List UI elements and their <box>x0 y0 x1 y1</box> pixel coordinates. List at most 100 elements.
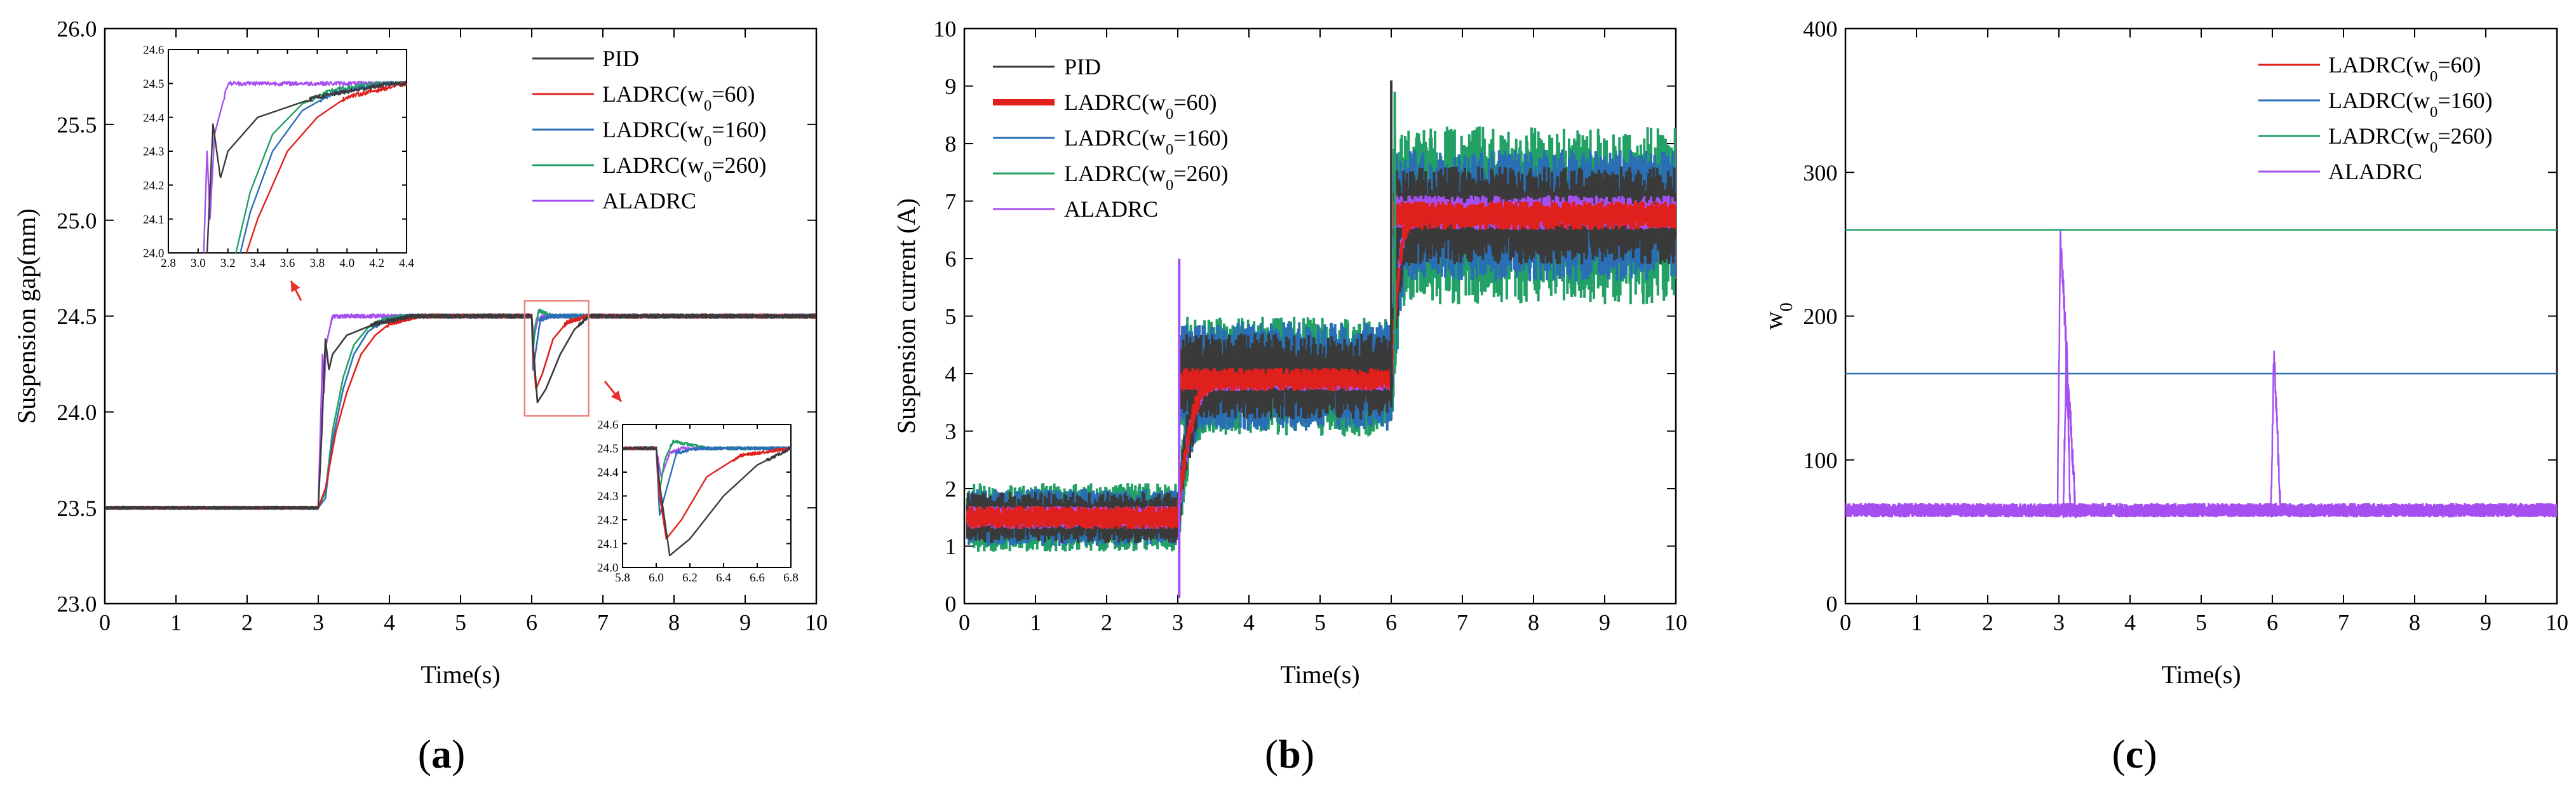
inset-upper-left: 2.8 3.0 3.2 3.4 3.6 3.8 4.0 4.2 4.4 24.0 24.1 24.2 2… <box>143 44 414 270</box>
x-tick-label: 3 <box>2053 609 2065 635</box>
x-tick-label: 2 <box>241 609 253 635</box>
aladrc-peak <box>2062 341 2072 519</box>
x-tick-label: 6 <box>1386 609 1397 635</box>
y-tick-label: 7 <box>945 189 956 214</box>
x-tick-label: 9 <box>2480 609 2492 635</box>
y-axis-label: w0 <box>1759 302 1797 330</box>
x-axis-label: Time(s) <box>421 660 500 689</box>
y-axis-label: Suspension current (A) <box>892 198 920 434</box>
y-tick-label: 24.0 <box>57 400 97 425</box>
x-tick-label: 0 <box>959 609 970 635</box>
x-tick-label: 7 <box>2338 609 2349 635</box>
inset-lower-right: 5.8 6.0 6.2 6.4 6.6 6.8 24.0 24.1 24.2 24.3 24.4 24… <box>597 419 799 585</box>
series-line <box>623 446 791 557</box>
arrow-down-inset-head <box>610 390 621 402</box>
x-axis-label: Time(s) <box>1280 660 1359 689</box>
y-tick-label: 24.5 <box>143 78 164 91</box>
x-tick-label: 4.4 <box>399 257 414 270</box>
y-tick-label: 400 <box>1803 17 1837 42</box>
x-tick-label: 6.8 <box>783 571 799 585</box>
y-tick-label: 5 <box>945 304 956 329</box>
y-tick-label: 10 <box>933 17 956 42</box>
x-tick-label: 4 <box>2124 609 2136 635</box>
x-tick-label: 9 <box>739 609 751 635</box>
x-tick-label: 6 <box>2267 609 2278 635</box>
x-tick-label: 5 <box>2195 609 2207 635</box>
x-tick-label: 2 <box>1982 609 1993 635</box>
y-tick-label: 0 <box>945 592 956 617</box>
x-tick-label: 4 <box>384 609 395 635</box>
x-tick-label: 0 <box>1840 609 1851 635</box>
x-tick-label: 1 <box>1030 609 1041 635</box>
y-tick-label: 24.3 <box>143 146 164 159</box>
x-tick-label: 3.8 <box>310 257 325 270</box>
x-tick-label: 2.8 <box>161 257 176 270</box>
y-tick-label: 24.4 <box>143 111 165 125</box>
panel-c-chart: 0 1 2 3 4 5 6 7 8 9 100100200300400LADRC(w0=60)LAD… <box>1759 17 2568 689</box>
y-tick-label: 24.4 <box>597 466 619 480</box>
y-tick-label: 2 <box>945 477 956 502</box>
x-tick-label: 5 <box>1314 609 1326 635</box>
legend-label-LADRC60: LADRC(w0=60) <box>2328 52 2481 85</box>
caption-a: (a) <box>417 731 466 776</box>
aladrc-peak <box>2270 350 2282 518</box>
y-tick-label: 300 <box>1803 160 1837 186</box>
arrow-up-inset-head <box>291 281 300 292</box>
x-tick-label: 1 <box>170 609 182 635</box>
x-tick-label: 3.6 <box>280 257 295 270</box>
band-transition <box>1177 370 1222 528</box>
y-tick-label: 8 <box>945 132 956 157</box>
y-tick-label: 24.1 <box>597 538 618 551</box>
y-axis-label: Suspension gap(mm) <box>12 208 41 424</box>
x-tick-label: 6 <box>526 609 537 635</box>
y-tick-label: 24.1 <box>143 213 164 226</box>
y-tick-label: 200 <box>1803 304 1837 329</box>
series-line <box>235 81 407 253</box>
x-tick-label: 8 <box>668 609 680 635</box>
x-tick-label: 8 <box>1528 609 1539 635</box>
legend-label-LADRC160: LADRC(w0=160) <box>2328 88 2493 121</box>
y-tick-label: 24.3 <box>597 490 618 503</box>
legend-label-ALADRC: ALADRC <box>2328 159 2422 184</box>
y-tick-label: 6 <box>945 247 956 272</box>
x-tick-label: 1 <box>1911 609 1922 635</box>
series-line <box>105 313 816 510</box>
x-tick-label: 7 <box>597 609 609 635</box>
caption-c: (c) <box>2112 731 2157 776</box>
x-tick-label: 3.0 <box>191 257 206 270</box>
y-tick-label: 24.6 <box>597 419 618 432</box>
aladrc-peak <box>2056 230 2077 519</box>
y-tick-label: 1 <box>945 534 956 559</box>
zoom-box <box>523 300 590 417</box>
legend: PID LADRC(w0=60)LADRC(w0=160)LADRC(w0=260… <box>532 46 767 214</box>
x-tick-label: 4 <box>1243 609 1255 635</box>
legend-label-LADRC160: LADRC(w0=160) <box>602 117 767 150</box>
plot-frame <box>1844 27 2558 605</box>
x-tick-label: 3.4 <box>250 257 266 270</box>
legend-label-LADRC260: LADRC(w0=260) <box>2328 123 2493 156</box>
x-tick-label: 3 <box>313 609 324 635</box>
x-tick-label: 8 <box>2409 609 2420 635</box>
x-tick-label: 6.6 <box>750 571 765 585</box>
x-tick-label: 6.4 <box>716 571 731 585</box>
inset-bg <box>623 424 791 567</box>
band-segment <box>966 506 1179 529</box>
legend-label-LADRC60: LADRC(w0=60) <box>1064 90 1217 123</box>
legend-label-LADRC260: LADRC(w0=260) <box>602 153 767 186</box>
y-tick-label: 4 <box>945 362 956 387</box>
legend-label-LADRC60: LADRC(w0=60) <box>602 81 755 114</box>
y-tick-label: 23.0 <box>57 592 97 617</box>
panel-a-chart: 0 1 2 3 4 5 6 7 8 9 10 23.0 23.5 24.0 24.5 25.0 25.5 26.0… <box>12 17 828 689</box>
y-tick-label: 24.2 <box>597 514 618 527</box>
x-tick-label: 2 <box>1101 609 1112 635</box>
y-tick-label: 24.5 <box>597 442 618 456</box>
x-tick-label: 5 <box>455 609 466 635</box>
y-tick-label: 24.5 <box>57 304 97 329</box>
y-tick-label: 24.6 <box>143 44 164 57</box>
x-tick-label: 0 <box>99 609 111 635</box>
panel-b-chart: 0 1 2 3 4 5 6 7 8 9 10012345678910PIDLADRC(w0=60)L… <box>892 17 1687 689</box>
legend-label-LADRC260: LADRC(w0=260) <box>1064 161 1229 194</box>
x-axis-label: Time(s) <box>2161 660 2241 689</box>
legend-label-LADRC160: LADRC(w0=160) <box>1064 125 1229 158</box>
band-LADRC60 <box>966 201 1676 529</box>
